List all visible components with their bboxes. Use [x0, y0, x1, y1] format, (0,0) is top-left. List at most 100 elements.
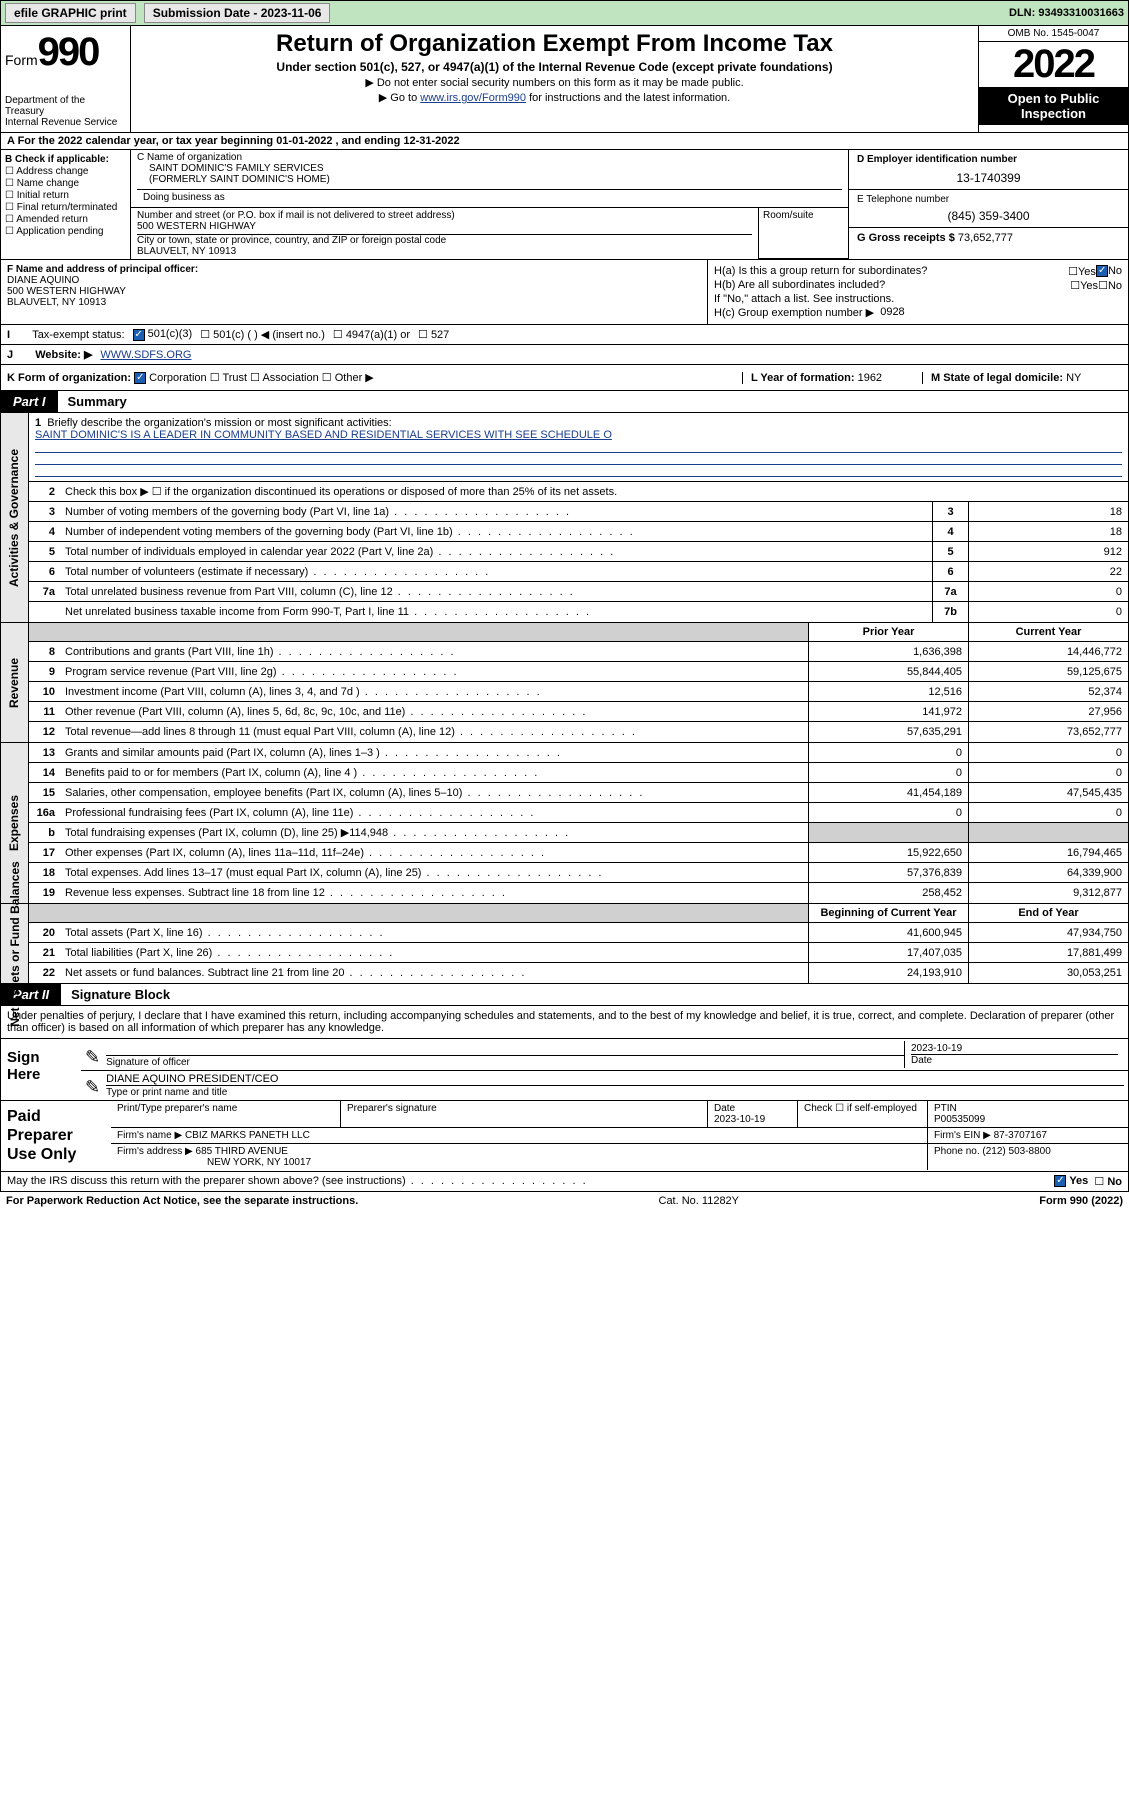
revenue-col-headers: Prior Year Current Year — [29, 623, 1128, 642]
chk-corp[interactable]: Corporation — [134, 372, 207, 384]
chk-trust[interactable]: ☐ Trust — [210, 372, 247, 384]
addr-label: Number and street (or P.O. box if mail i… — [137, 210, 752, 221]
part-2-title: Signature Block — [61, 984, 180, 1005]
note-ssn: ▶ Do not enter social security numbers o… — [139, 76, 970, 89]
chk-initial-return[interactable]: ☐ Initial return — [5, 190, 126, 201]
part-1-title: Summary — [58, 391, 137, 412]
box-c: C Name of organization SAINT DOMINIC'S F… — [131, 150, 848, 259]
hb-yes[interactable]: ☐Yes — [1070, 279, 1098, 292]
sign-date: 2023-10-19 Date — [904, 1041, 1124, 1068]
hb-no[interactable]: ☐No — [1098, 279, 1122, 292]
officer-signature-field[interactable]: Signature of officer — [106, 1055, 904, 1068]
room-suite: Room/suite — [758, 208, 848, 259]
officer-name: DIANE AQUINO — [7, 275, 701, 286]
pra-notice: For Paperwork Reduction Act Notice, see … — [6, 1195, 358, 1207]
section-revenue: Revenue Prior Year Current Year 8Contrib… — [0, 623, 1129, 743]
street-address: 500 WESTERN HIGHWAY — [137, 221, 752, 232]
netassets-col-headers: Beginning of Current Year End of Year — [29, 904, 1128, 923]
org-name-former: (FORMERLY SAINT DOMINIC'S HOME) — [137, 174, 842, 185]
summary-line-13: 13Grants and similar amounts paid (Part … — [29, 743, 1128, 763]
preparer-name-hdr: Print/Type preparer's name — [111, 1101, 341, 1127]
top-bar: efile GRAPHIC print Submission Date - 20… — [0, 0, 1129, 26]
form-number: 990 — [38, 30, 99, 75]
hc-value: 0928 — [880, 306, 904, 319]
efile-print-button[interactable]: efile GRAPHIC print — [5, 3, 136, 23]
header-left: Form 990 Department of the Treasury Inte… — [1, 26, 131, 132]
line-1-mission: 1 Briefly describe the organization's mi… — [29, 413, 1128, 482]
row-a-tax-year: A For the 2022 calendar year, or tax yea… — [0, 133, 1129, 150]
mission-text[interactable]: SAINT DOMINIC'S IS A LEADER IN COMMUNITY… — [35, 429, 612, 441]
row-l-year: L Year of formation: 1962 — [742, 372, 922, 384]
chk-name-change[interactable]: ☐ Name change — [5, 178, 126, 189]
summary-line-15: 15Salaries, other compensation, employee… — [29, 783, 1128, 803]
hc-label: H(c) Group exemption number ▶ — [714, 306, 874, 319]
firm-ein: Firm's EIN ▶ 87-3707167 — [928, 1128, 1128, 1143]
preparer-row-3: Firm's address ▶ 685 THIRD AVENUE NEW YO… — [111, 1144, 1128, 1170]
summary-line-19: 19Revenue less expenses. Subtract line 1… — [29, 883, 1128, 903]
chk-other[interactable]: ☐ Other ▶ — [322, 372, 374, 384]
section-activities-governance: Activities & Governance 1 Briefly descri… — [0, 413, 1129, 623]
row-j-website: J Website: ▶ WWW.SDFS.ORG — [1, 345, 1128, 364]
summary-line-12: 12Total revenue—add lines 8 through 11 (… — [29, 722, 1128, 742]
box-g-gross: G Gross receipts $ 73,652,777 — [849, 228, 1128, 248]
irs-link[interactable]: www.irs.gov/Form990 — [420, 92, 526, 104]
summary-line-18: 18Total expenses. Add lines 13–17 (must … — [29, 863, 1128, 883]
discuss-yes[interactable]: Yes — [1054, 1175, 1088, 1187]
form-label: Form — [5, 52, 38, 68]
summary-line-4: 4Number of independent voting members of… — [29, 522, 1128, 542]
dept-treasury: Department of the Treasury — [5, 95, 126, 117]
ha-no[interactable]: No — [1096, 265, 1122, 278]
sign-here-block: Sign Here ✎ Signature of officer 2023-10… — [0, 1039, 1129, 1101]
cat-no: Cat. No. 11282Y — [358, 1195, 1039, 1207]
box-d-ein: D Employer identification number 13-1740… — [849, 150, 1128, 190]
city-state-zip: BLAUVELT, NY 10913 — [137, 246, 752, 257]
preparer-ptin: PTINP00535099 — [928, 1101, 1128, 1127]
block-fh: F Name and address of principal officer:… — [0, 260, 1129, 325]
chk-4947[interactable]: ☐ 4947(a)(1) or — [333, 328, 410, 341]
preparer-row-1: Print/Type preparer's name Preparer's si… — [111, 1101, 1128, 1128]
form-header: Form 990 Department of the Treasury Inte… — [0, 26, 1129, 133]
tax-year: 2022 — [979, 42, 1128, 87]
summary-line-10: 10Investment income (Part VIII, column (… — [29, 682, 1128, 702]
chk-501c[interactable]: ☐ 501(c) ( ) ◀ (insert no.) — [200, 328, 325, 341]
irs-label: Internal Revenue Service — [5, 117, 126, 128]
box-h-group: H(a) Is this a group return for subordin… — [708, 260, 1128, 324]
chk-amended[interactable]: ☐ Amended return — [5, 214, 126, 225]
preparer-self-emp[interactable]: Check ☐ if self-employed — [798, 1101, 928, 1127]
box-f-officer: F Name and address of principal officer:… — [1, 260, 708, 324]
submission-date: Submission Date - 2023-11-06 — [144, 3, 331, 23]
chk-app-pending[interactable]: ☐ Application pending — [5, 226, 126, 237]
chk-address-change[interactable]: ☐ Address change — [5, 166, 126, 177]
officer-printed-name: DIANE AQUINO PRESIDENT/CEO — [106, 1073, 1124, 1085]
part-1-header: Part I Summary — [0, 391, 1129, 413]
form-subtitle: Under section 501(c), 527, or 4947(a)(1)… — [139, 60, 970, 74]
ein-value: 13-1740399 — [857, 171, 1120, 185]
hb-label: H(b) Are all subordinates included? — [714, 279, 1070, 292]
chk-501c3[interactable]: 501(c)(3) — [133, 328, 193, 340]
discuss-no[interactable]: ☐ No — [1094, 1175, 1122, 1188]
open-public-badge: Open to Public Inspection — [979, 87, 1128, 125]
preparer-row-2: Firm's name ▶ CBIZ MARKS PANETH LLC Firm… — [111, 1128, 1128, 1144]
preparer-sig-hdr: Preparer's signature — [341, 1101, 708, 1127]
ha-yes[interactable]: ☐Yes — [1068, 265, 1096, 278]
city-label: City or town, state or province, country… — [137, 235, 752, 246]
pen-icon: ✎ — [85, 1047, 100, 1068]
name-label: C Name of organization — [137, 152, 842, 163]
chk-final-return[interactable]: ☐ Final return/terminated — [5, 202, 126, 213]
discuss-label: May the IRS discuss this return with the… — [7, 1175, 1054, 1187]
chk-assoc[interactable]: ☐ Association — [250, 372, 319, 384]
firm-phone: Phone no. (212) 503-8800 — [928, 1144, 1128, 1170]
bottom-line: For Paperwork Reduction Act Notice, see … — [0, 1192, 1129, 1210]
dln: DLN: 93493310031663 — [1009, 7, 1124, 19]
address-section: Number and street (or P.O. box if mail i… — [131, 208, 758, 259]
paid-preparer-block: Paid Preparer Use Only Print/Type prepar… — [0, 1101, 1129, 1172]
paid-preparer-label: Paid Preparer Use Only — [1, 1101, 111, 1171]
summary-line-11: 11Other revenue (Part VIII, column (A), … — [29, 702, 1128, 722]
chk-527[interactable]: ☐ 527 — [418, 328, 449, 341]
hdr-prior-year: Prior Year — [808, 623, 968, 641]
website-link[interactable]: WWW.SDFS.ORG — [100, 349, 191, 361]
firm-address: Firm's address ▶ 685 THIRD AVENUE NEW YO… — [111, 1144, 928, 1170]
org-name-section: C Name of organization SAINT DOMINIC'S F… — [131, 150, 848, 207]
summary-line-7a: 7aTotal unrelated business revenue from … — [29, 582, 1128, 602]
preparer-date: Date2023-10-19 — [708, 1101, 798, 1127]
